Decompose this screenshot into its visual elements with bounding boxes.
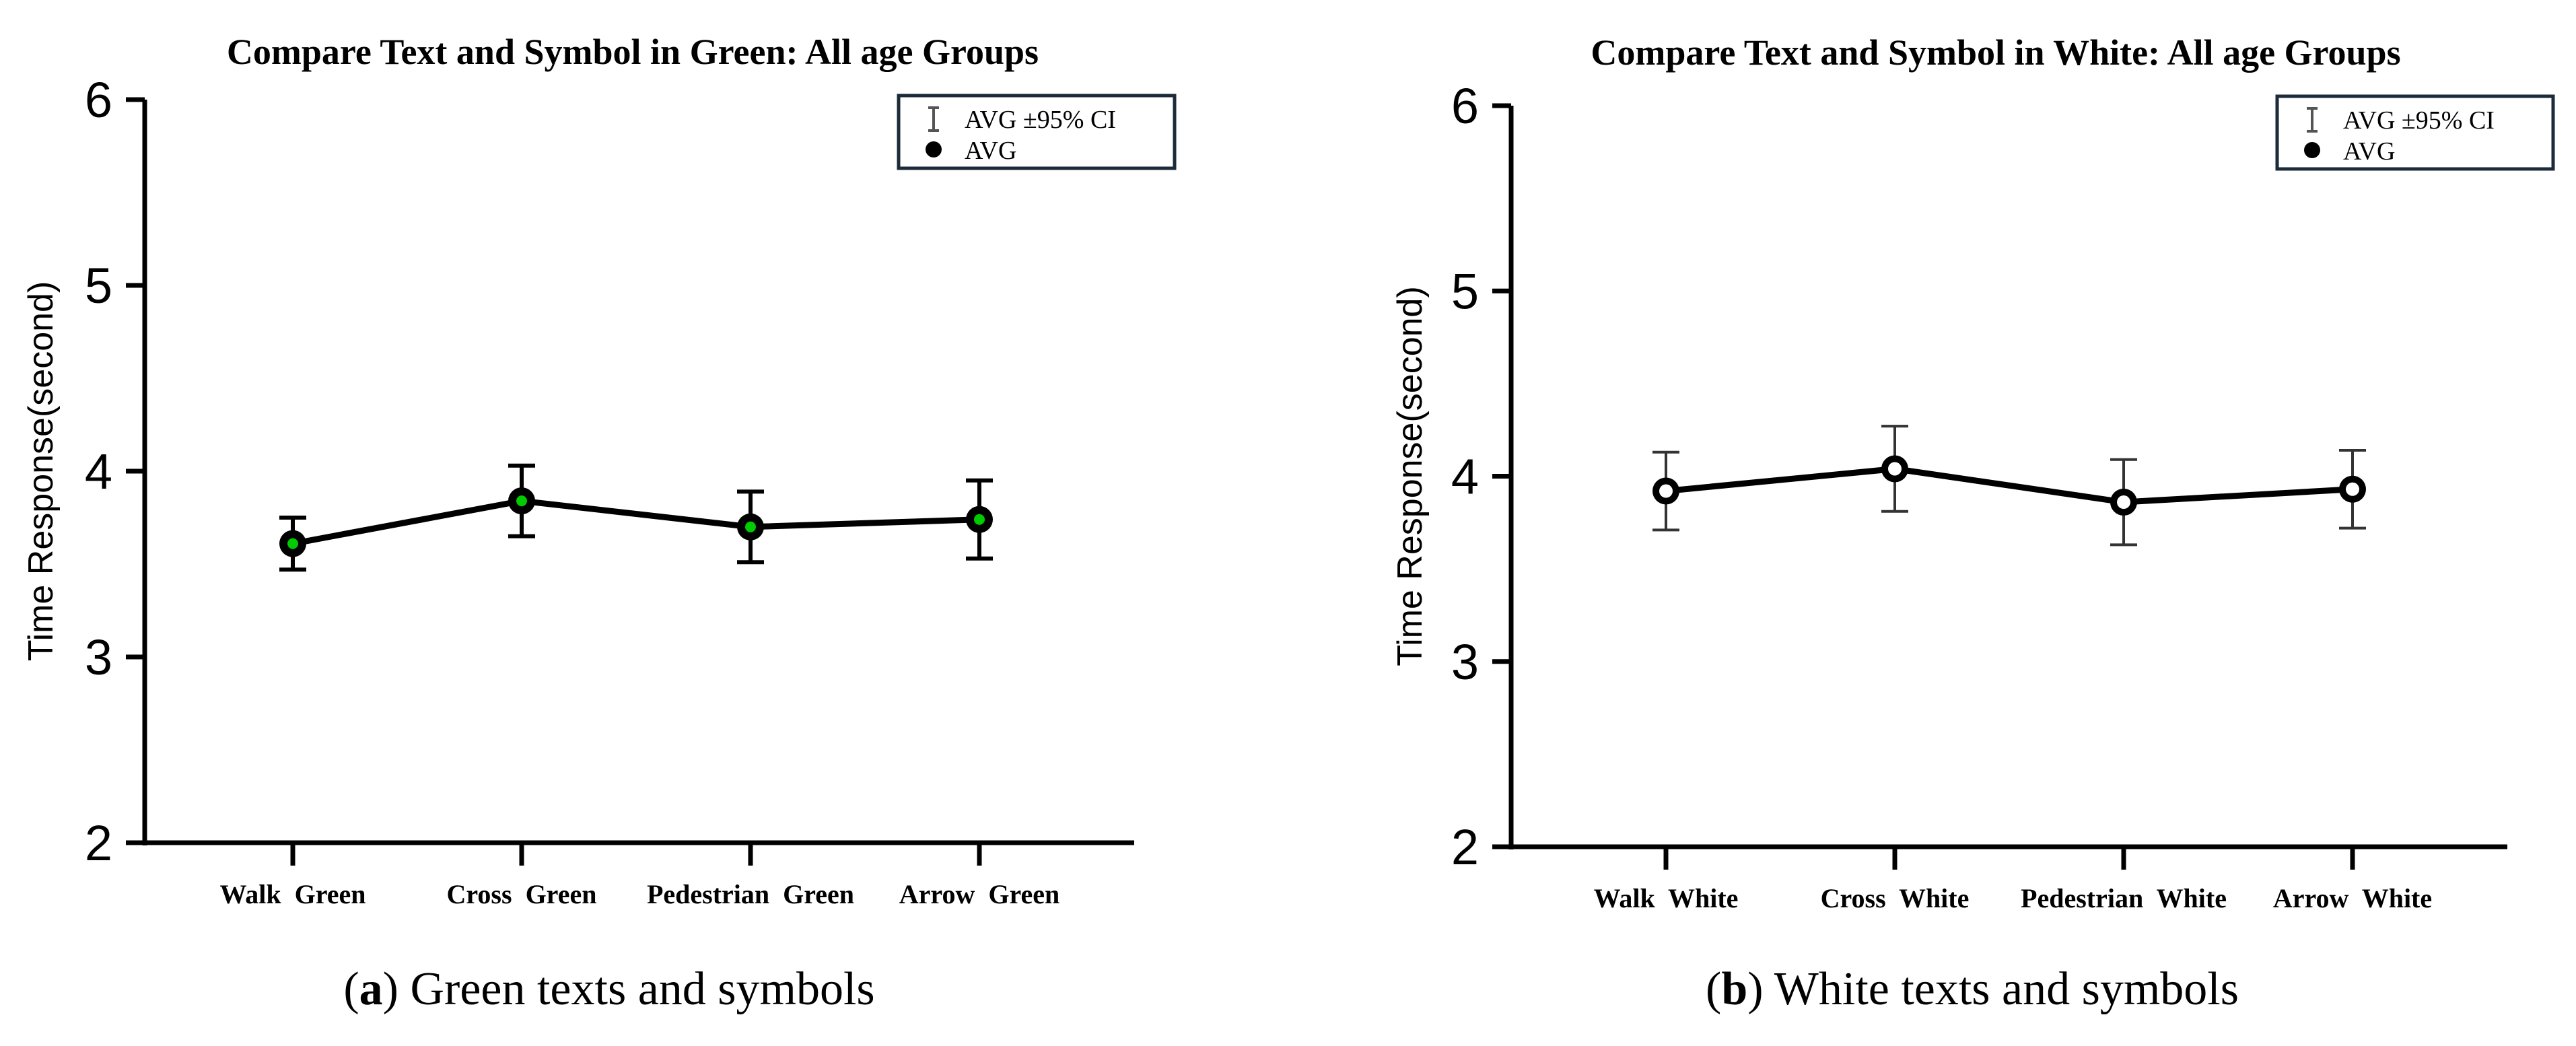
y-tick-label: 6 (1451, 78, 1479, 134)
data-point-center (287, 538, 298, 549)
legend-entry-avg: AVG (2343, 137, 2395, 166)
legend: AVG ±95% CI AVG (897, 94, 1177, 170)
y-tick-label: 3 (85, 629, 112, 685)
x-tick-label: Arrow White (2273, 883, 2432, 913)
caption-a-text: Green texts and symbols (398, 963, 875, 1015)
x-tick-label: Pedestrian Green (647, 879, 854, 909)
data-point-center (745, 521, 756, 532)
x-tick-label: Cross White (1821, 883, 1970, 913)
x-tick-label: Walk Green (219, 879, 365, 909)
y-tick-label: 2 (85, 815, 112, 871)
legend-box (897, 94, 1177, 170)
y-tick-label: 2 (1451, 819, 1479, 875)
x-tick-label: Cross Green (447, 879, 597, 909)
series-line (292, 497, 980, 547)
caption-a-letter: a (359, 963, 383, 1015)
y-axis-label: Time Response(second) (1391, 286, 1430, 666)
y-tick-label: 4 (85, 444, 112, 499)
data-point-center (1659, 484, 1673, 498)
chart-title: Compare Text and Symbol in Green: All ag… (227, 32, 1039, 72)
y-tick-label: 5 (85, 258, 112, 314)
legend-box (2275, 94, 2555, 171)
legend-dot-icon (926, 141, 942, 158)
y-axis-label: Time Response(second) (22, 281, 61, 662)
x-tick-label: Pedestrian White (2021, 883, 2227, 913)
caption-b-letter: b (1721, 963, 1748, 1015)
x-tick-label: Arrow Green (899, 879, 1059, 909)
legend-dot-icon (2304, 142, 2320, 158)
caption-b: (b) White texts and symbols (1706, 963, 2239, 1015)
data-point-center (1888, 462, 1902, 476)
y-tick-label: 3 (1451, 634, 1479, 690)
data-point-center (2117, 495, 2130, 510)
series-line (1665, 465, 2353, 505)
y-tick-label: 4 (1451, 449, 1479, 505)
legend-entry-avg: AVG (965, 137, 1016, 165)
data-point-center (516, 495, 527, 507)
legend-entry-ci: AVG ±95% CI (2343, 106, 2495, 135)
y-tick-label: 5 (1451, 263, 1479, 319)
x-tick-label: Walk White (1594, 883, 1739, 913)
data-point-center (974, 514, 985, 525)
y-tick-label: 6 (85, 72, 112, 128)
caption-a: (a) Green texts and symbols (343, 963, 875, 1015)
caption-b-text: White texts and symbols (1763, 963, 2239, 1015)
data-point-center (2346, 482, 2359, 496)
legend-entry-ci: AVG ±95% CI (965, 106, 1116, 134)
chart-a: Compare Text and Symbol in Green: All ag… (22, 32, 1177, 909)
chart-b: Compare Text and Symbol in White: All ag… (1391, 32, 2555, 913)
chart-title: Compare Text and Symbol in White: All ag… (1591, 32, 2400, 73)
